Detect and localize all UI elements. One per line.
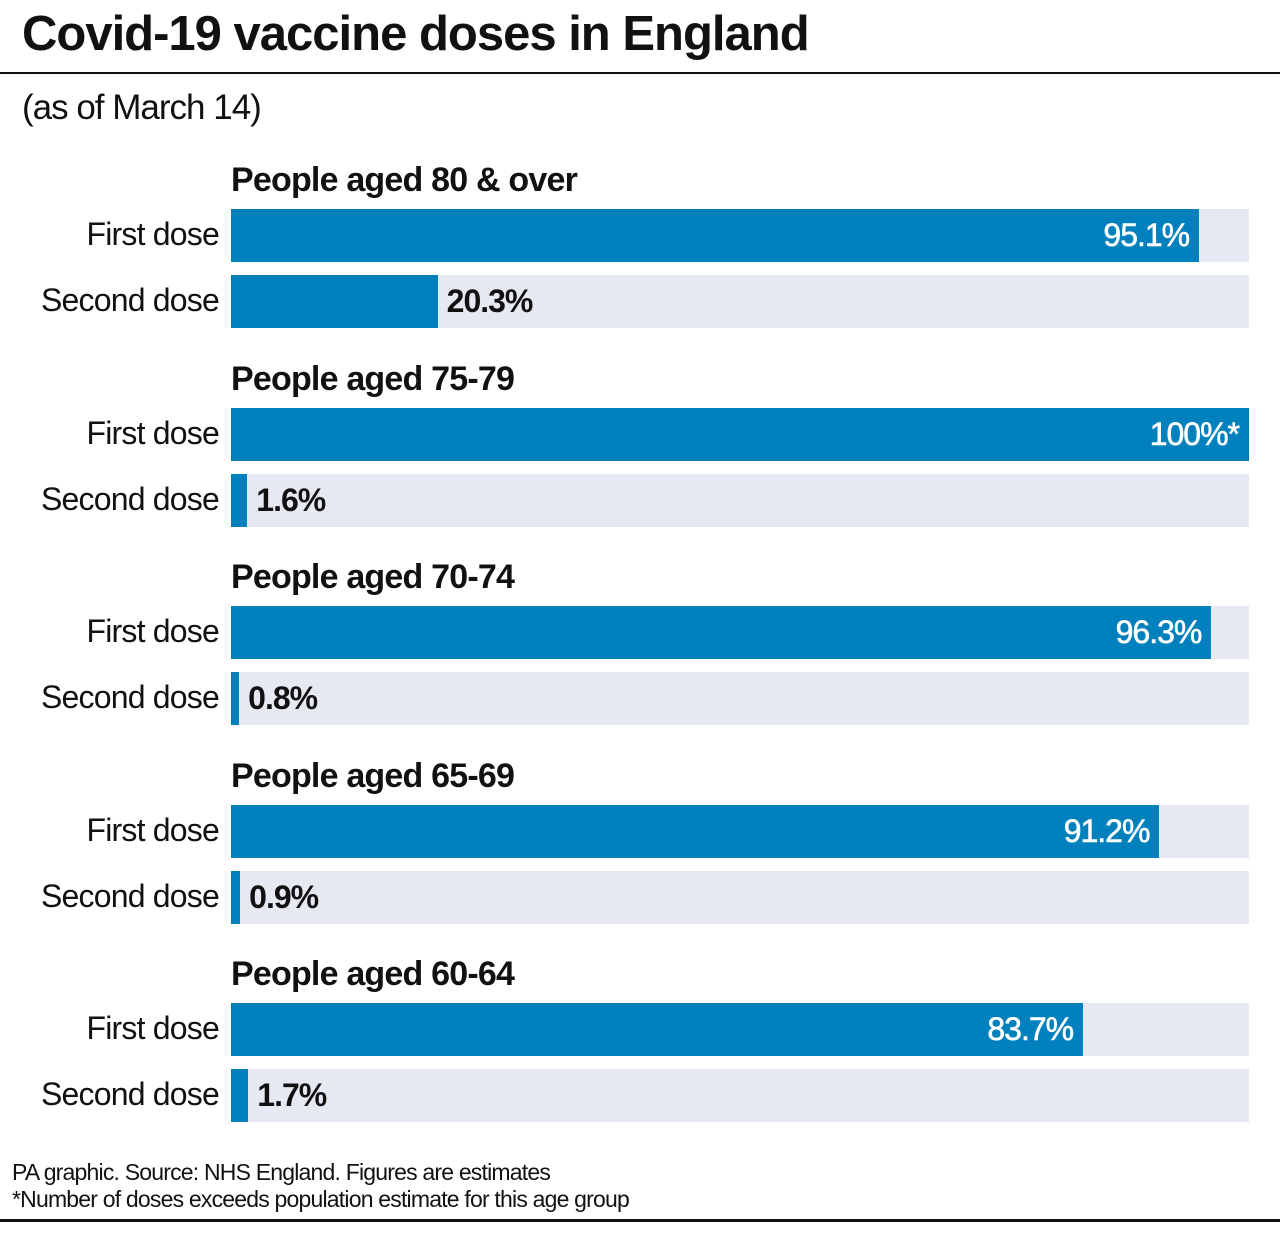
data-label: 96.3% <box>1115 614 1202 651</box>
data-label: 95.1% <box>1103 217 1190 254</box>
bar-track: 20.3% <box>231 275 1249 328</box>
data-label: 0.9% <box>249 878 319 915</box>
bar-track: 1.7% <box>231 1069 1249 1122</box>
bar-track: 0.9% <box>231 870 1249 924</box>
group-heading: People aged 75-79 <box>231 359 515 398</box>
row-label: First dose <box>86 216 220 252</box>
bar-track: 91.2% <box>231 804 1249 858</box>
data-label: 91.2% <box>1063 812 1150 849</box>
bar <box>231 1069 249 1122</box>
bar-track: 1.6% <box>231 473 1249 527</box>
source-note: PA graphic. Source: NHS England. Figures… <box>12 1159 551 1185</box>
bar-track: 95.1% <box>231 209 1249 262</box>
data-label: 20.3% <box>446 283 534 319</box>
row-label: Second dose <box>40 877 220 914</box>
bar <box>231 804 1160 858</box>
data-label: 1.6% <box>256 481 326 518</box>
row-label: Second dose <box>40 1076 220 1112</box>
group-heading: People aged 70-74 <box>231 558 515 596</box>
footnote: *Number of doses exceeds population esti… <box>12 1186 630 1212</box>
row-label: First dose <box>86 613 220 649</box>
row-label: First dose <box>86 1010 220 1046</box>
bar <box>231 1003 1084 1056</box>
bar <box>231 672 240 725</box>
data-label: 0.8% <box>248 680 318 716</box>
group-heading: People aged 80 & over <box>231 161 578 199</box>
bar <box>231 473 248 527</box>
chart-subtitle: (as of March 14) <box>22 88 262 127</box>
row-label: Second dose <box>40 282 220 318</box>
title-divider <box>0 72 1280 74</box>
bar-track: 100%* <box>231 407 1249 461</box>
bar-track: 96.3% <box>231 606 1249 659</box>
data-label: 1.7% <box>257 1077 327 1113</box>
bar <box>231 870 241 924</box>
row-label: Second dose <box>40 679 220 715</box>
group-heading: People aged 65-69 <box>231 756 515 795</box>
chart-title: Covid-19 vaccine doses in England <box>22 7 810 61</box>
bar <box>231 209 1200 262</box>
bar-track: 0.8% <box>231 672 1249 725</box>
group-heading: People aged 60-64 <box>231 955 515 993</box>
row-label: First dose <box>86 414 220 451</box>
bar <box>231 275 438 328</box>
row-label: First dose <box>86 811 220 848</box>
bar-track: 83.7% <box>231 1003 1249 1056</box>
bar <box>231 407 1249 461</box>
bottom-divider <box>0 1219 1280 1222</box>
bar <box>231 606 1212 659</box>
data-label: 83.7% <box>987 1011 1074 1048</box>
row-label: Second dose <box>40 480 220 517</box>
data-label: 100%* <box>1149 415 1240 452</box>
